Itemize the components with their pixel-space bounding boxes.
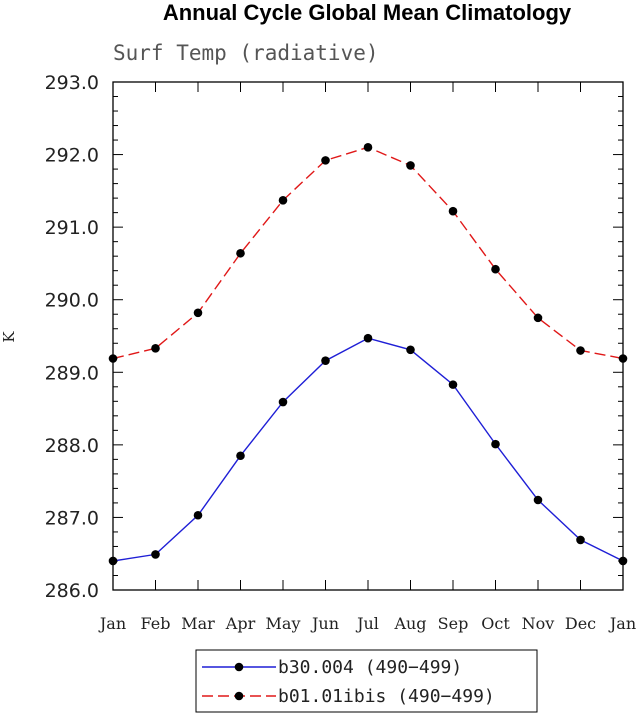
series-line-1 [112,146,624,360]
x-tick-label: Aug [393,614,426,633]
x-tick-label: Jul [355,614,379,633]
y-tick-label: 286.0 [45,580,99,602]
data-point [406,161,415,170]
data-point [576,346,585,355]
data-point [618,354,628,363]
data-point [108,556,118,566]
data-point [491,439,500,449]
tick-labels: 286.0 287.0 288.0 289.0 290.0 291.0 292.0 293.0… [45,72,637,633]
legend-marker-0 [234,662,244,672]
x-tick-label: Jan [98,614,126,633]
x-tick-label: Jun [310,614,339,633]
data-point [406,345,415,355]
legend-label-1: b01.01ibis (490−499) [278,686,495,707]
y-tick-label: 291.0 [45,217,99,239]
data-point [363,333,373,343]
axis-ticks [112,81,624,591]
data-point [491,264,500,274]
legend-marker-1 [234,691,244,701]
legend-box [195,649,538,713]
data-point [321,356,330,365]
x-tick-label: Feb [141,614,171,633]
y-tick-label: 290.0 [45,290,99,312]
x-tick-label: Mar [181,614,215,633]
x-tick-label: Oct [481,614,510,633]
x-tick-label: Jan [608,614,636,633]
chart-subtitle: Surf Temp (radiative) [113,41,379,65]
data-point [278,397,288,407]
y-tick-label: 288.0 [45,435,99,457]
x-tick-label: Sep [438,614,469,633]
data-point [193,510,203,520]
x-tick-label: May [266,614,301,633]
series-layer [108,143,628,566]
series-line-0 [112,337,624,562]
legend-label-0: b30.004 (490−499) [278,657,462,678]
y-axis-label: K [0,331,18,343]
x-tick-label: Nov [522,614,555,633]
data-point [533,313,543,323]
data-point [321,156,330,165]
x-tick-label: Apr [225,614,256,633]
data-point [151,344,160,353]
data-point [278,195,288,205]
x-tick-label: Dec [565,614,596,633]
data-point [236,248,245,258]
y-tick-label: 289.0 [45,362,99,384]
data-point [363,143,373,152]
y-tick-label: 292.0 [45,145,99,167]
data-point [448,380,458,389]
data-point [151,550,160,559]
data-point [576,535,585,545]
data-point [618,556,628,566]
data-point [448,206,458,216]
y-tick-label: 293.0 [45,72,99,94]
legend: b30.004 (490−499) b01.01ibis (490−499) [195,649,538,713]
chart-title: Annual Cycle Global Mean Climatology [163,0,572,25]
y-tick-label: 287.0 [45,507,99,529]
data-point [108,354,118,363]
data-point [193,308,203,318]
data-point [533,495,543,505]
data-point [236,451,245,461]
